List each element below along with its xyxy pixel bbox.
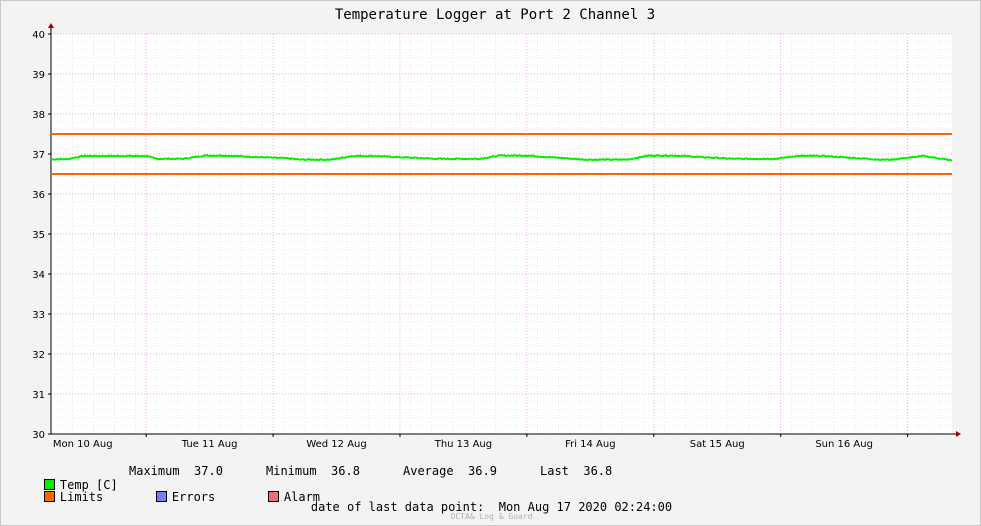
series <box>50 154 953 162</box>
limit-lines <box>51 133 952 175</box>
minimum-label: Minimum <box>266 464 317 478</box>
average-value: 36.9 <box>468 464 497 478</box>
stat-maximum: Maximum 37.0 <box>129 464 223 478</box>
axes <box>48 23 961 437</box>
last-point-label: date of last data point: <box>310 500 485 514</box>
errors-swatch <box>155 491 167 502</box>
legend-alarm-label: Alarm <box>283 490 321 504</box>
y-tick-label: 31 <box>32 390 45 401</box>
minimum-value: 36.8 <box>331 464 360 478</box>
last-value: 36.8 <box>583 464 613 478</box>
y-tick-label: 35 <box>32 230 45 241</box>
tick-labels: 30 31 32 33 34 35 36 37 38 39 40 Mon 10 Aug Tue 11 A… <box>32 30 873 450</box>
legend-limits: Limits <box>15 476 103 518</box>
legend-row-1: Temp [C] <box>15 464 118 506</box>
y-tick-label: 39 <box>32 70 45 81</box>
x-tick-label: Sun 16 Aug <box>815 439 873 450</box>
alarm-swatch <box>267 491 279 502</box>
watermark: OCTA& Log & Guard <box>450 512 533 521</box>
y-tick-label: 36 <box>32 190 45 201</box>
x-tick-label: Sat 15 Aug <box>690 439 745 450</box>
x-tick-label: Thu 13 Aug <box>434 439 492 450</box>
x-tick-label: Wed 12 Aug <box>306 439 366 450</box>
last-label: Last <box>540 464 569 478</box>
y-tick-label: 33 <box>32 310 45 321</box>
legend-errors: Errors <box>127 476 215 518</box>
x-tick-label: Fri 14 Aug <box>565 439 616 450</box>
maximum-label: Maximum <box>129 464 180 478</box>
temperature-chart: 30 31 32 33 34 35 36 37 38 39 40 Mon 10 Aug Tue 11 A… <box>32 7 961 450</box>
stat-minimum: Minimum 36.8 <box>266 464 360 478</box>
maximum-value: 37.0 <box>194 464 223 478</box>
legend-errors-label: Errors <box>171 490 216 504</box>
y-axis-arrow <box>48 23 54 28</box>
y-tick-label: 30 <box>32 430 45 441</box>
grid <box>50 33 952 435</box>
average-label: Average <box>403 464 454 478</box>
y-tick-label: 32 <box>32 350 45 361</box>
x-tick-label: Tue 11 Aug <box>181 439 238 450</box>
temp-swatch <box>43 479 55 490</box>
chart-title: Temperature Logger at Port 2 Channel 3 <box>335 7 655 23</box>
y-tick-label: 40 <box>32 30 45 41</box>
legend-limits-label: Limits <box>59 490 104 504</box>
limits-swatch <box>43 491 55 502</box>
y-tick-label: 34 <box>32 270 45 281</box>
x-axis-arrow <box>956 431 961 437</box>
y-tick-label: 37 <box>32 150 45 161</box>
y-tick-label: 38 <box>32 110 45 121</box>
legend-alarm: Alarm <box>239 476 320 518</box>
last-point-value: Mon Aug 17 2020 02:24:00 <box>498 500 673 514</box>
x-tick-label: Mon 10 Aug <box>53 439 113 450</box>
stat-last: Last 36.8 <box>540 464 612 478</box>
temp-series-line <box>50 154 953 162</box>
stat-average: Average 36.9 <box>403 464 497 478</box>
last-data-point: date of last data point: Mon Aug 17 2020… <box>1 500 981 514</box>
legend-temp-label: Temp [C] <box>59 478 118 492</box>
